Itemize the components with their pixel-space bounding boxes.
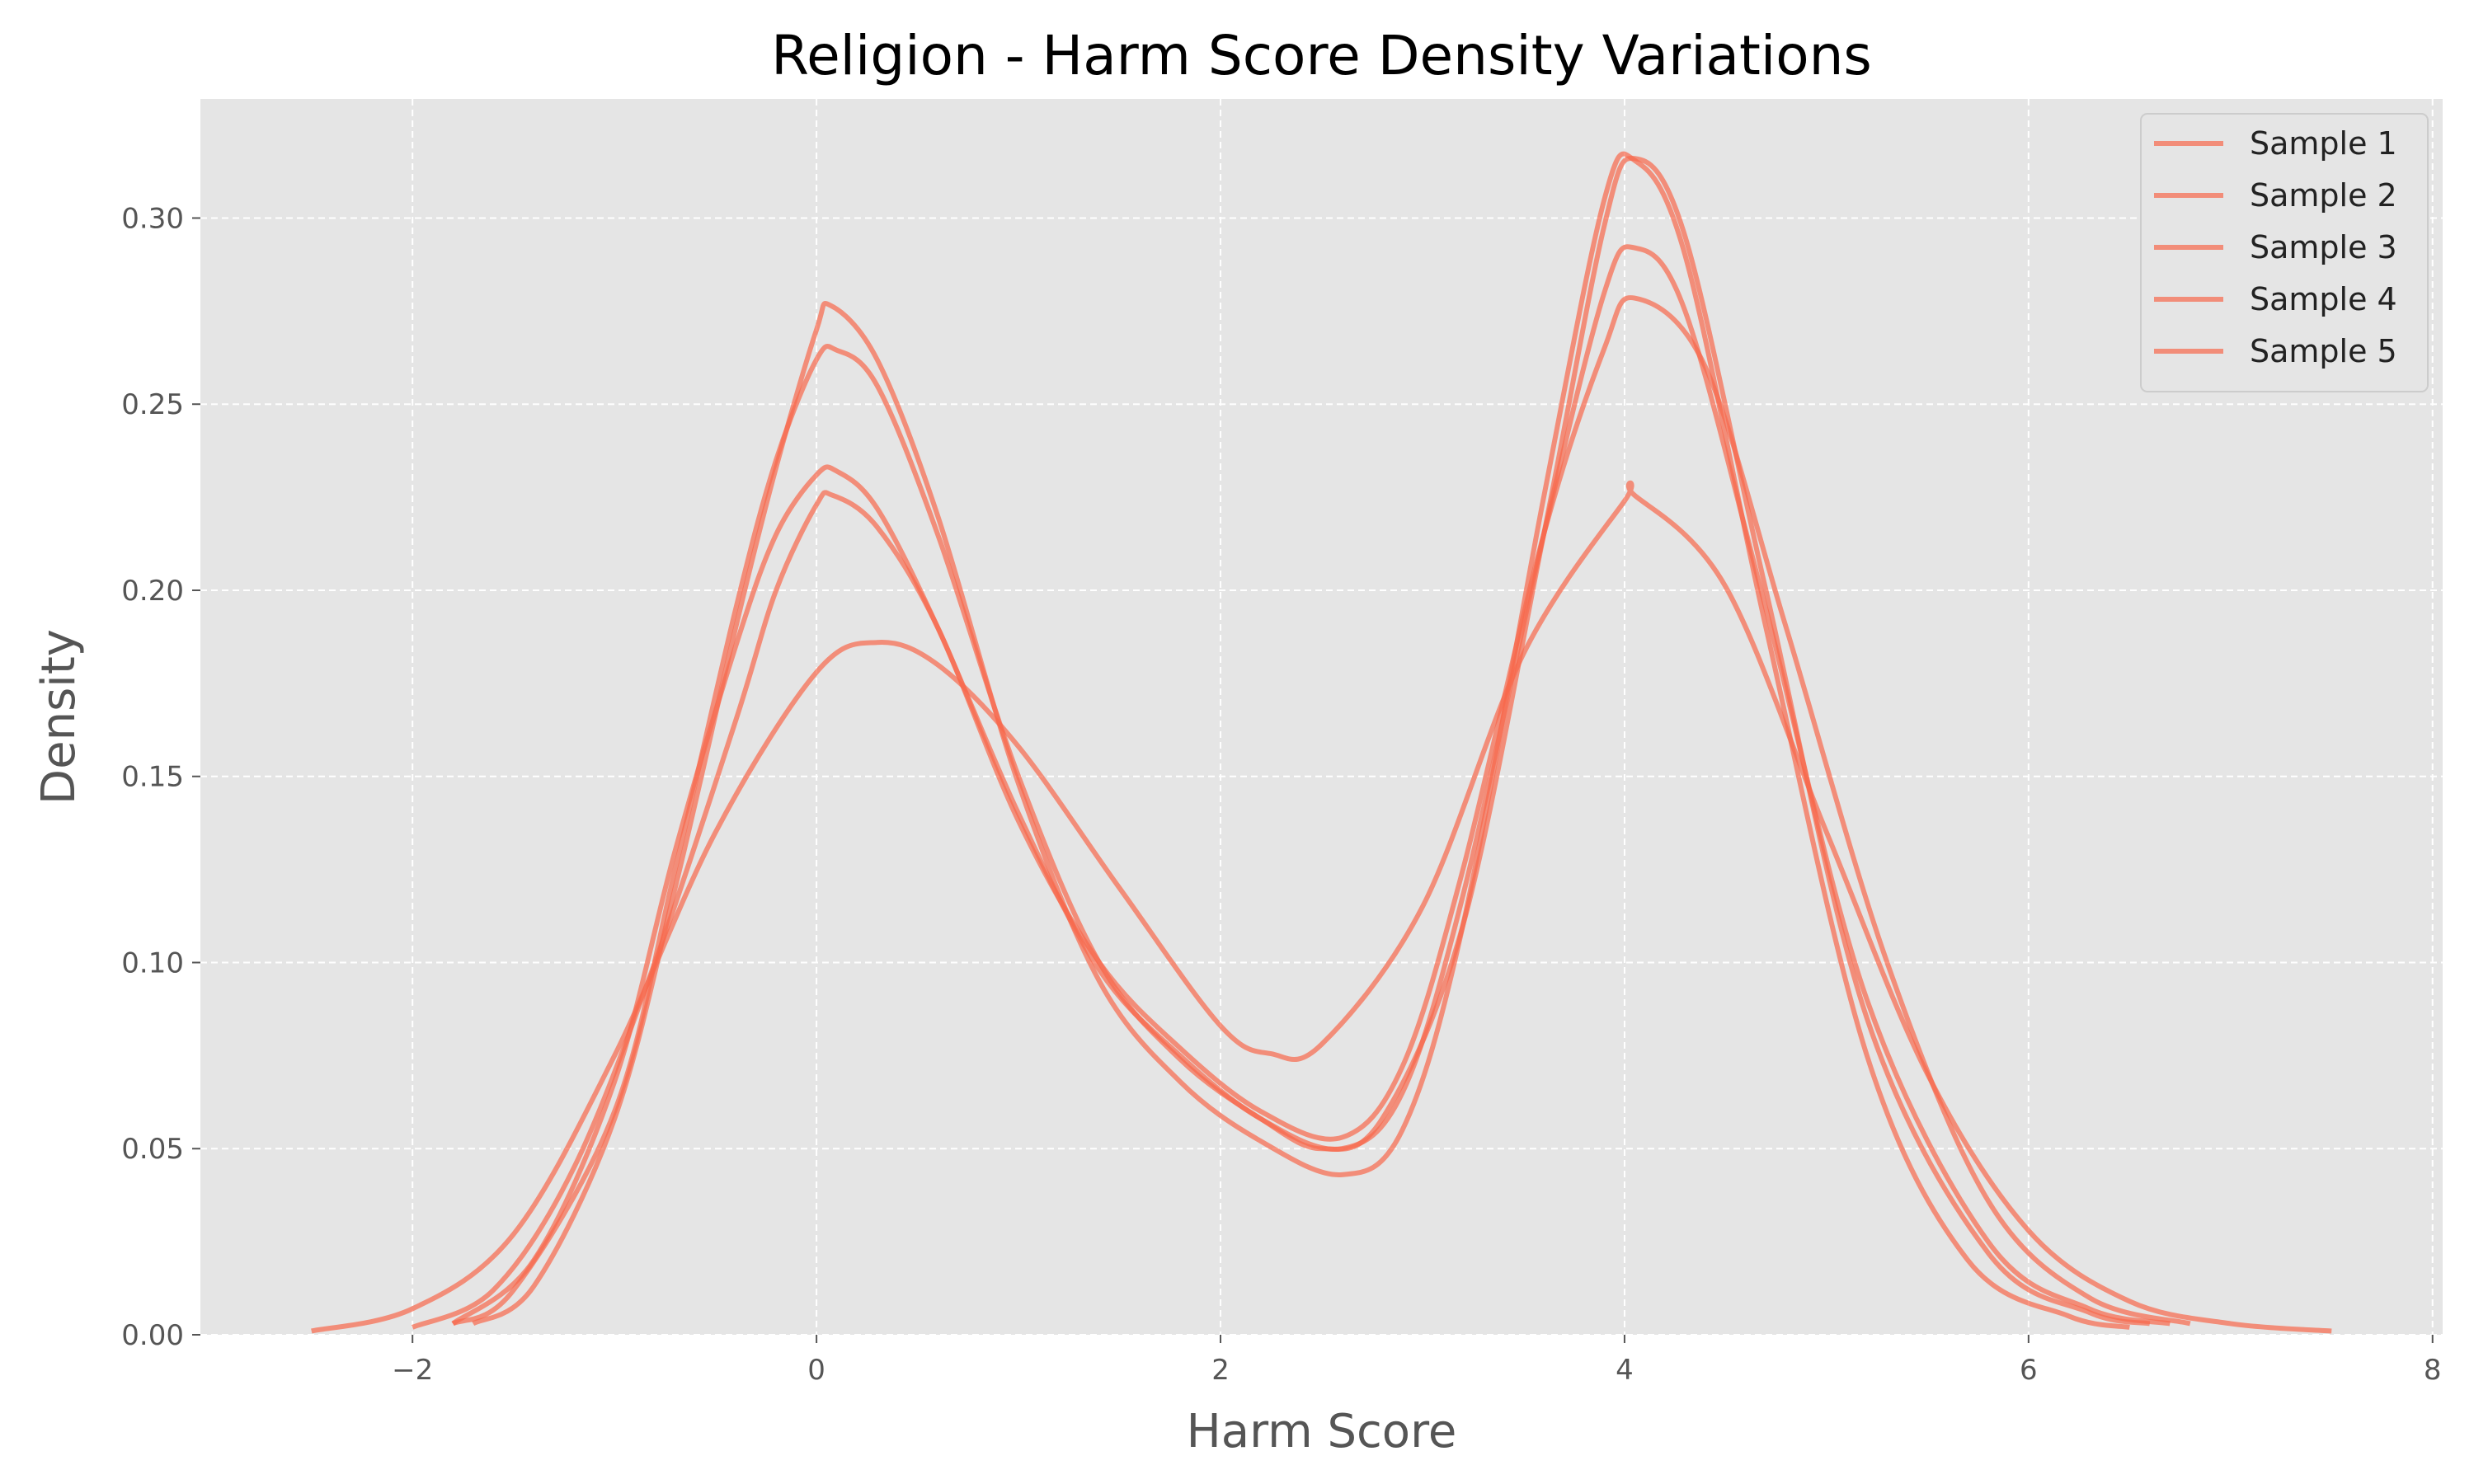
x-tick-label: 4 [1616,1354,1634,1387]
x-axis-label: Harm Score [1187,1405,1457,1458]
y-tick-label: 0.00 [121,1319,184,1352]
y-axis-label: Density [32,629,86,805]
density-line-sample-4 [472,151,2130,1330]
plot-area [200,99,2443,1335]
legend-label: Sample 2 [2250,177,2397,214]
chart-title: Religion - Harm Score Density Variations [771,24,1872,87]
density-line-sample-5 [451,244,2171,1327]
y-tick-label: 0.30 [121,202,184,235]
grid-lines [200,99,2443,1336]
y-tick-label: 0.20 [121,575,184,608]
y-tick-label: 0.25 [121,388,184,421]
legend: Sample 1 Sample 2 Sample 3 Sample 4 Sample 5 [2140,113,2429,392]
y-tick-label: 0.15 [121,761,184,794]
density-curves [311,151,2332,1334]
x-tick-label: −2 [392,1354,433,1387]
x-tick-label: 2 [1211,1354,1230,1387]
x-tick-label: 8 [2424,1354,2442,1387]
density-line-sample-2 [411,295,2191,1330]
y-tick-label: 0.05 [121,1133,184,1166]
axes: −2 0 2 4 6 8 0.00 0.05 0.10 0.15 0.20 0.25 0.30 [121,202,2441,1387]
y-tick-label: 0.10 [121,946,184,979]
x-tick-label: 6 [2020,1354,2038,1387]
x-tick-label: 0 [807,1354,825,1387]
legend-label: Sample 5 [2250,333,2397,369]
density-line-sample-3 [311,480,2332,1334]
legend-box [2140,113,2429,392]
legend-label: Sample 3 [2250,229,2397,265]
legend-label: Sample 4 [2250,281,2397,317]
legend-label: Sample 1 [2250,125,2397,162]
